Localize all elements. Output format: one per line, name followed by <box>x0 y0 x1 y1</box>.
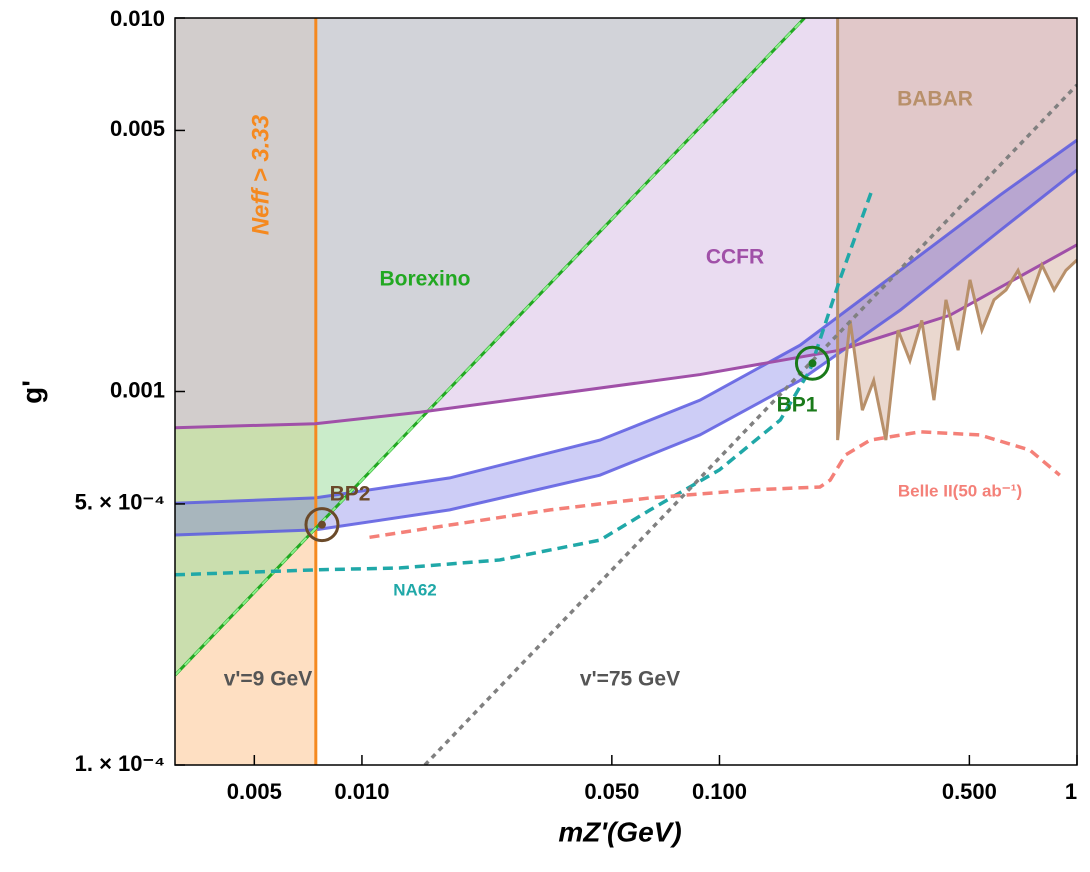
curve-label: v'=75 GeV <box>580 668 680 691</box>
curve-label: Belle II(50 ab⁻¹) <box>898 481 1022 500</box>
x-tick-label: 0.050 <box>584 779 639 804</box>
curve <box>369 430 1061 540</box>
curve-label: NA62 <box>393 580 436 599</box>
y-tick-label: 0.005 <box>110 116 165 141</box>
y-tick-label: 0.001 <box>110 377 165 402</box>
y-tick-label: 5. × 10⁻⁴ <box>75 490 165 515</box>
benchmark-ring <box>794 345 830 381</box>
region-label: CCFR <box>706 246 764 269</box>
region-label: Neff > 3.33 <box>247 114 274 235</box>
x-tick-label: 0.005 <box>227 779 282 804</box>
x-tick-label: 0.100 <box>692 779 747 804</box>
annotation: v'=9 GeV <box>224 668 312 691</box>
curve <box>175 189 874 577</box>
y-tick-label: 0.010 <box>110 6 165 31</box>
x-tick-label: 1 <box>1065 779 1077 804</box>
x-axis-label: mZ'(GeV) <box>558 816 681 847</box>
band-lower <box>174 168 1078 537</box>
curve <box>423 83 1077 765</box>
band-fill <box>175 140 1077 535</box>
region-label: Borexino <box>379 268 470 291</box>
benchmark-dot <box>317 520 326 529</box>
region-boundary <box>836 18 1077 441</box>
region-label: BABAR <box>897 88 973 111</box>
y-tick-label: 1. × 10⁻⁴ <box>75 751 165 776</box>
benchmark-label: BP1 <box>777 394 818 417</box>
benchmark-ring <box>304 507 340 543</box>
y-axis-label: g' <box>16 380 47 404</box>
benchmark-dot <box>808 359 817 368</box>
region-boundary-dash <box>175 18 806 676</box>
region-boundary <box>175 243 1077 430</box>
band-upper <box>174 138 1078 505</box>
x-tick-label: 0.010 <box>334 779 389 804</box>
x-tick-label: 0.500 <box>942 779 997 804</box>
benchmark-label: BP2 <box>330 483 371 506</box>
